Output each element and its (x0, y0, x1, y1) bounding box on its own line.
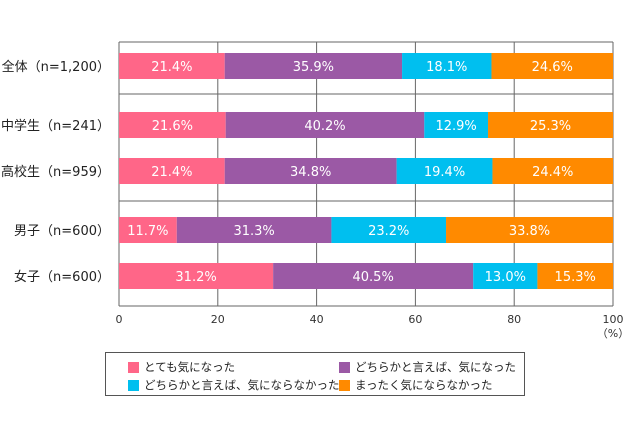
bar-segment (473, 263, 538, 289)
data-label: 34.8% (290, 165, 331, 180)
legend-swatch (128, 379, 139, 391)
data-label: 15.3% (555, 270, 596, 285)
x-axis-unit: （%） (597, 327, 629, 340)
bar-segment (119, 53, 225, 79)
legend-item-somewhat: どちらかと言えば、気になった (339, 359, 516, 375)
bar-segment (396, 158, 493, 184)
legend-swatch (339, 379, 350, 391)
legend-swatch (128, 361, 139, 373)
data-label: 31.2% (175, 270, 216, 285)
category-label: 男子（n=600） (14, 224, 110, 239)
bar-segment (488, 112, 613, 138)
bar-segment (537, 263, 613, 289)
data-label: 25.3% (530, 119, 571, 134)
stacked-bar-chart: 21.4% 35.9% 18.1% 24.6% 21.6% 40.2% 12.9% 25.3%… (1, 41, 629, 340)
data-label: 24.6% (532, 60, 573, 75)
bar-segment (446, 217, 613, 243)
data-label: 21.4% (151, 165, 192, 180)
data-label: 13.0% (485, 270, 526, 285)
category-label: 女子（n=600） (14, 269, 110, 285)
category-label: 高校生（n=959） (1, 164, 110, 180)
category-label: 中学生（n=241） (1, 118, 110, 134)
bar-segment (224, 158, 397, 184)
data-label: 18.1% (426, 60, 467, 75)
x-tick-label: 80 (507, 313, 521, 326)
x-tick-label: 60 (408, 313, 422, 326)
x-tick-label: 100 (603, 313, 624, 326)
bar-segment (119, 217, 177, 243)
data-label: 12.9% (435, 119, 476, 134)
bar-segment (119, 112, 226, 138)
bar-segment (331, 217, 447, 243)
bar-segment (225, 112, 425, 138)
x-tick-label: 0 (116, 313, 123, 326)
bar-segment (119, 158, 225, 184)
x-tick-label: 20 (211, 313, 225, 326)
bar-segment (273, 263, 474, 289)
bar-segment (424, 112, 489, 138)
bar-segment (491, 53, 613, 79)
legend-label: とても気になった (144, 360, 236, 374)
data-label: 31.3% (233, 224, 274, 239)
legend-label: どちらかと言えば、気になった (355, 360, 516, 374)
category-label: 全体（n=1,200） (2, 59, 110, 75)
legend-label: どちらかと言えば、気にならなかった (144, 378, 340, 392)
data-label: 33.8% (509, 224, 550, 239)
x-tick-label: 40 (310, 313, 324, 326)
bar-segment (119, 263, 274, 289)
legend-item-not-at-all: まったく気にならなかった (339, 377, 493, 393)
bar-segment (402, 53, 492, 79)
legend-label: まったく気にならなかった (355, 378, 493, 392)
data-label: 21.4% (151, 60, 192, 75)
legend: とても気になった どちらかと言えば、気になった どちらかと言えば、気にならなかっ… (105, 352, 525, 396)
data-label: 23.2% (368, 224, 409, 239)
data-label: 40.5% (353, 270, 394, 285)
data-label: 40.2% (304, 119, 345, 134)
bar-segment (492, 158, 613, 184)
legend-item-somewhat-not: どちらかと言えば、気にならなかった (128, 377, 340, 393)
data-label: 21.6% (152, 119, 193, 134)
data-label: 24.4% (532, 165, 573, 180)
data-label: 35.9% (293, 60, 334, 75)
legend-item-very: とても気になった (128, 359, 235, 375)
data-label: 11.7% (127, 224, 168, 239)
data-label: 19.4% (424, 165, 465, 180)
legend-swatch (339, 361, 350, 373)
bar-segment (176, 217, 332, 243)
bar-segment (224, 53, 403, 79)
